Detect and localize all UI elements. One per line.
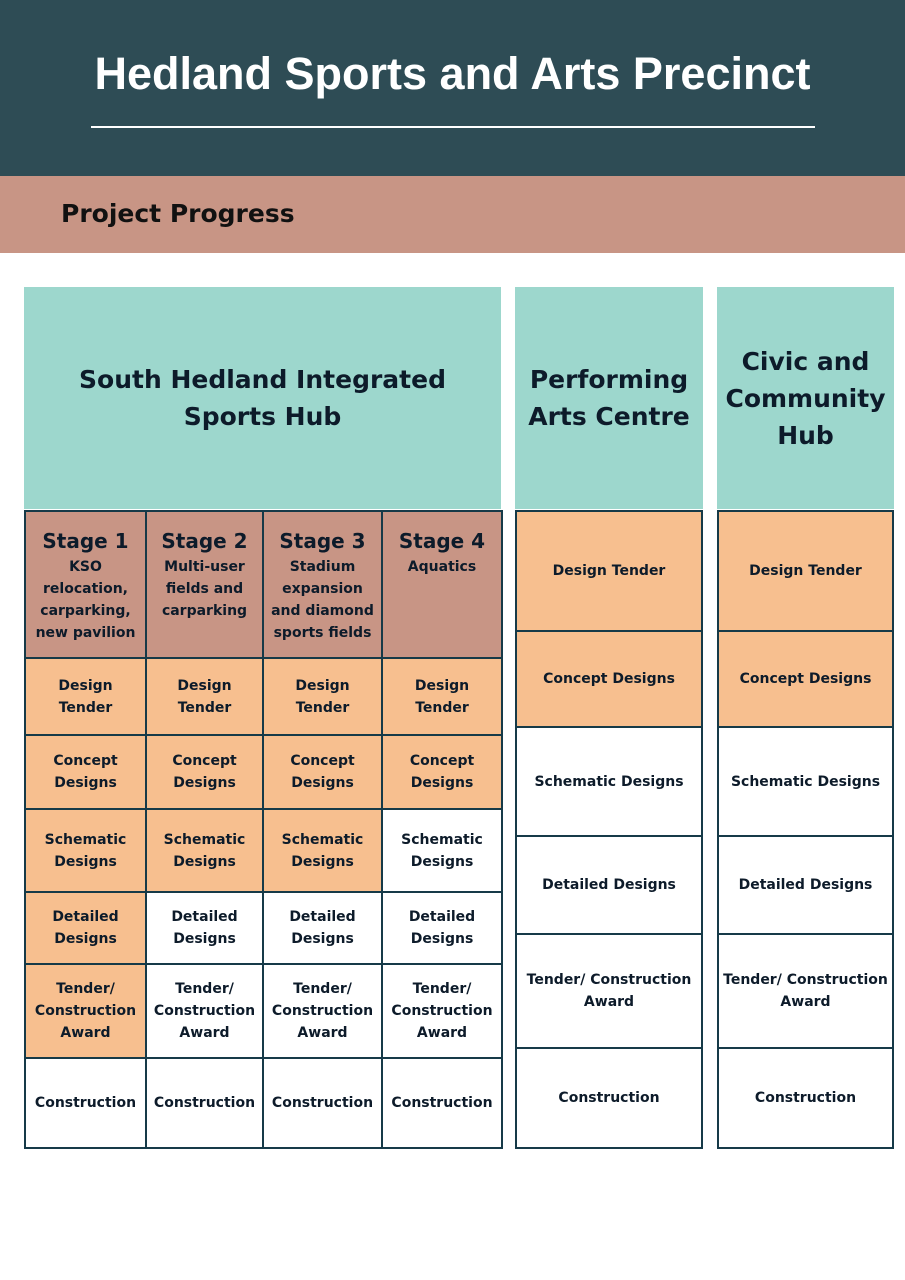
performing-arts-schematic-designs-cell: Schematic Designs (515, 726, 703, 837)
stage-1-design-tender-cell: Design Tender (24, 657, 147, 736)
stage-1-schematic-designs-cell: Schematic Designs (24, 808, 147, 893)
civic-hub-schematic-designs-cell: Schematic Designs (717, 726, 894, 837)
stage-description: KSO relocation, carparking, new pavilion (35, 559, 136, 641)
stage-3-schematic-designs-cell: Schematic Designs (262, 808, 383, 893)
stage-4-tender-construction-award-cell: Tender/ Construction Award (381, 963, 503, 1059)
civic-hub-concept-designs-cell: Concept Designs (717, 630, 894, 728)
stage-title: Stage 3 (279, 529, 366, 553)
stage-title: Stage 2 (161, 529, 248, 553)
stage-3-design-tender-cell: Design Tender (262, 657, 383, 736)
stage-4-design-tender-cell: Design Tender (381, 657, 503, 736)
stage-2-construction-cell: Construction (145, 1057, 264, 1149)
stage-description: Aquatics (407, 559, 477, 575)
civic-hub-design-tender-cell: Design Tender (717, 510, 894, 632)
stage-title: Stage 4 (398, 529, 486, 553)
stage-title: Stage 1 (42, 529, 129, 553)
civic-hub-detailed-designs-cell: Detailed Designs (717, 835, 894, 935)
stage-header-4: Stage 4 Aquatics (381, 510, 503, 659)
stage-header-3: Stage 3 Stadium expansion and diamond spo… (262, 510, 383, 659)
stage-4-detailed-designs-cell: Detailed Designs (381, 891, 503, 965)
stage-3-concept-designs-cell: Concept Designs (262, 734, 383, 810)
performing-arts-design-tender-cell: Design Tender (515, 510, 703, 632)
stage-header-2: Stage 2 Multi-user fields and carparking (145, 510, 264, 659)
civic-hub-construction-cell: Construction (717, 1047, 894, 1149)
stage-1-tender-construction-award-cell: Tender/ Construction Award (24, 963, 147, 1059)
stage-header-1: Stage 1 KSO relocation, carparking, new p… (24, 510, 147, 659)
civic-hub-heading: Civic and Community Hub (717, 287, 894, 509)
page-subtitle: Project Progress (61, 199, 295, 228)
stage-description: Multi-user fields and carparking (161, 559, 248, 619)
subtitle-band (0, 176, 905, 253)
performing-arts-concept-designs-cell: Concept Designs (515, 630, 703, 728)
stage-description: Stadium expansion and diamond sports fie… (271, 559, 374, 641)
stage-2-schematic-designs-cell: Schematic Designs (145, 808, 264, 893)
performing-arts-construction-cell: Construction (515, 1047, 703, 1149)
sports-hub-heading: South Hedland Integrated Sports Hub (24, 287, 501, 509)
header-banner: Hedland Sports and Arts Precinct (0, 0, 905, 176)
stage-2-detailed-designs-cell: Detailed Designs (145, 891, 264, 965)
page-title: Hedland Sports and Arts Precinct (94, 48, 811, 99)
performing-arts-detailed-designs-cell: Detailed Designs (515, 835, 703, 935)
stage-4-construction-cell: Construction (381, 1057, 503, 1149)
stage-3-tender-construction-award-cell: Tender/ Construction Award (262, 963, 383, 1059)
stage-4-schematic-designs-cell: Schematic Designs (381, 808, 503, 893)
title-divider (91, 126, 815, 128)
stage-2-design-tender-cell: Design Tender (145, 657, 264, 736)
stage-2-concept-designs-cell: Concept Designs (145, 734, 264, 810)
performing-arts-tender-construction-award-cell: Tender/ Construction Award (515, 933, 703, 1049)
stage-3-detailed-designs-cell: Detailed Designs (262, 891, 383, 965)
stage-1-detailed-designs-cell: Detailed Designs (24, 891, 147, 965)
civic-hub-tender-construction-award-cell: Tender/ Construction Award (717, 933, 894, 1049)
stage-1-concept-designs-cell: Concept Designs (24, 734, 147, 810)
performing-arts-heading: Performing Arts Centre (515, 287, 703, 509)
stage-1-construction-cell: Construction (24, 1057, 147, 1149)
stage-3-construction-cell: Construction (262, 1057, 383, 1149)
stage-2-tender-construction-award-cell: Tender/ Construction Award (145, 963, 264, 1059)
stage-4-concept-designs-cell: Concept Designs (381, 734, 503, 810)
